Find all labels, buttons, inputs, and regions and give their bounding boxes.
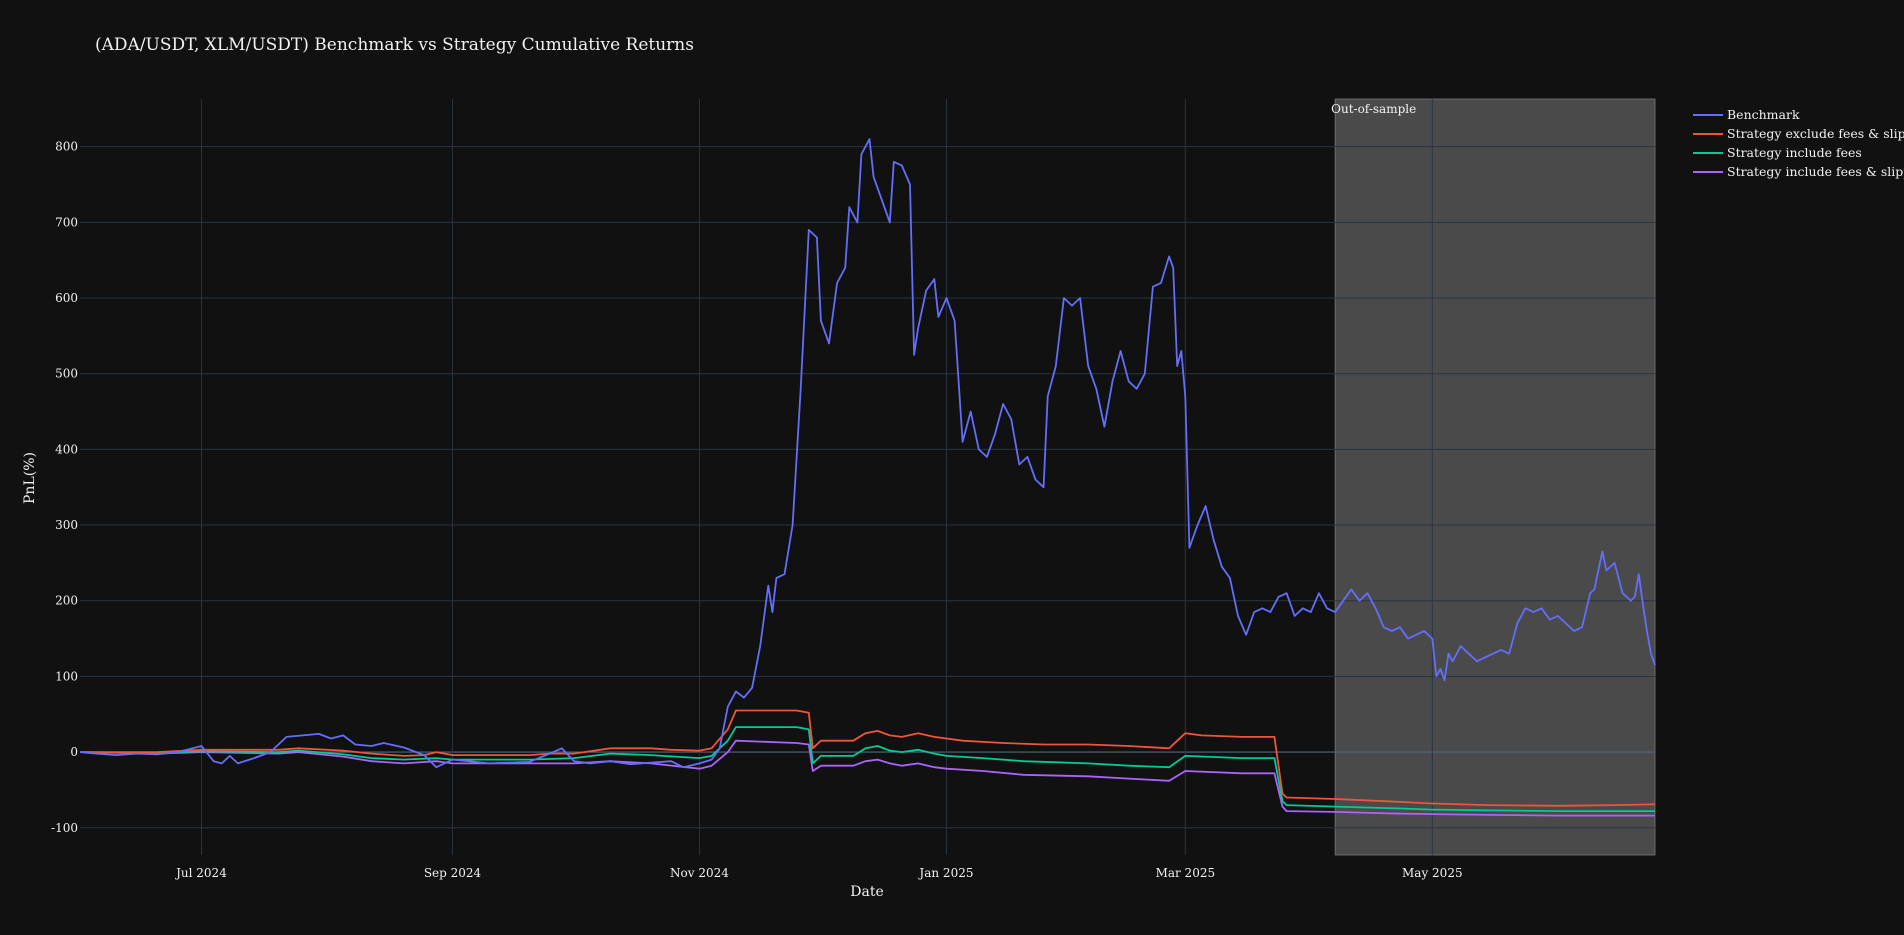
x-tick-label: Nov 2024 (670, 866, 729, 880)
out-of-sample-label: Out-of-sample (1331, 102, 1416, 116)
series-line-strategy-include-fees (79, 726, 1655, 812)
y-tick-label: 500 (55, 367, 78, 381)
y-tick-label: 700 (55, 215, 78, 229)
grid-lines (80, 99, 1655, 855)
y-tick-label: 200 (55, 594, 78, 608)
series-line-strategy-include-fees-slipp (79, 739, 1655, 817)
out-of-sample-region (1334, 98, 1656, 856)
y-axis-ticks: -100 0 100 200 300 400 500 600 700 800 (51, 140, 78, 835)
y-tick-label: 600 (55, 291, 78, 305)
x-axis-title: Date (850, 884, 883, 900)
legend-item[interactable]: Benchmark (1693, 107, 1800, 122)
legend-item[interactable]: Strategy exclude fees & slipp (1693, 126, 1904, 141)
x-tick-label: Jan 2025 (917, 866, 973, 880)
y-tick-label: -100 (51, 821, 78, 835)
x-axis-ticks: Jul 2024 Sep 2024 Nov 2024 Jan 2025 Mar 2025… (174, 866, 1463, 880)
x-tick-label: Mar 2025 (1156, 866, 1216, 880)
x-tick-label: Sep 2024 (424, 866, 482, 880)
y-axis-title: PnL(%) (22, 452, 38, 504)
y-tick-label: 800 (55, 140, 78, 154)
legend-label: Strategy exclude fees & slipp (1727, 126, 1904, 141)
y-tick-label: 300 (55, 518, 78, 532)
x-tick-label: May 2025 (1402, 866, 1463, 880)
y-tick-label: 0 (70, 745, 78, 759)
x-tick-label: Jul 2024 (174, 866, 227, 880)
legend-label: Strategy include fees (1727, 145, 1862, 160)
out-of-sample-shade (1334, 98, 1656, 856)
legend[interactable]: Benchmark Strategy exclude fees & slipp St… (1693, 107, 1904, 179)
y-tick-label: 400 (55, 442, 78, 456)
legend-item[interactable]: Strategy include fees & slipp (1693, 164, 1904, 179)
y-tick-label: 100 (55, 669, 78, 683)
series-line-strategy-exclude-fees-slipp (80, 709, 1656, 807)
chart-title: (ADA/USDT, XLM/USDT) Benchmark vs Strate… (95, 35, 694, 55)
series-lines (79, 138, 1656, 817)
legend-item[interactable]: Strategy include fees (1693, 145, 1862, 160)
legend-label: Benchmark (1727, 107, 1800, 122)
series-line-benchmark (79, 138, 1656, 769)
legend-label: Strategy include fees & slipp (1727, 164, 1904, 179)
